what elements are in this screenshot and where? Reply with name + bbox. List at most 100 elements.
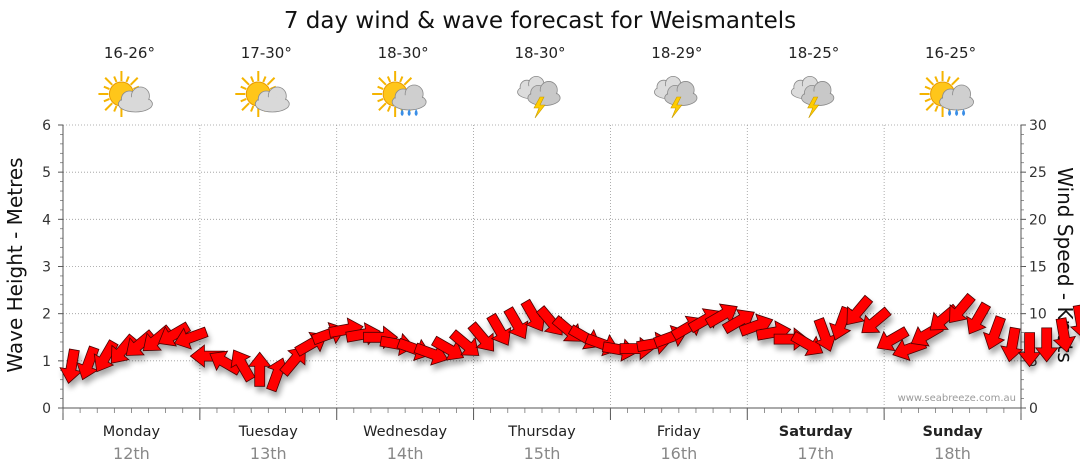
sun-ray bbox=[129, 77, 139, 86]
lightning-bolt bbox=[533, 96, 546, 119]
right-tick-label: 30 bbox=[1029, 118, 1047, 134]
sun-ray bbox=[946, 76, 951, 83]
watermark: www.seabreeze.com.au bbox=[898, 393, 1016, 404]
cloud-fill bbox=[119, 97, 152, 111]
left-tick-label: 6 bbox=[42, 118, 51, 134]
wind-arrow bbox=[467, 321, 495, 352]
sun-ray bbox=[925, 77, 935, 86]
thunderstorm-icon bbox=[654, 75, 698, 119]
wind-arrow bbox=[829, 305, 853, 341]
chart-title: 7 day wind & wave forecast for Weismante… bbox=[284, 8, 796, 34]
cloud-shape bbox=[118, 86, 153, 113]
left-tick-label: 4 bbox=[42, 212, 51, 228]
partly-cloudy-icon bbox=[98, 71, 153, 117]
right-tick-label: 10 bbox=[1029, 307, 1047, 323]
wind-arrow bbox=[486, 312, 512, 346]
sun-ray bbox=[241, 102, 250, 111]
wind-arrow bbox=[966, 301, 992, 335]
wind-arrow bbox=[1052, 317, 1077, 353]
sun-ray bbox=[934, 76, 939, 83]
wind-arrow bbox=[503, 306, 529, 340]
day-date: 18th bbox=[934, 444, 971, 463]
cloud-fill bbox=[940, 95, 973, 109]
cloud-shape bbox=[254, 86, 290, 113]
day-name: Wednesday bbox=[363, 424, 447, 440]
wind-arrow bbox=[861, 306, 892, 334]
temperature-range: 18-30° bbox=[378, 44, 429, 62]
sun-ray bbox=[377, 98, 384, 103]
sun-ray bbox=[103, 98, 110, 103]
left-axis-label: Wave Height - Metres bbox=[3, 157, 27, 372]
sun-ray bbox=[113, 105, 118, 112]
cloud-shape bbox=[527, 81, 561, 107]
sun-ray bbox=[240, 98, 247, 103]
sun-ray bbox=[113, 76, 118, 83]
cloud-shape bbox=[801, 81, 835, 107]
sun-ray bbox=[386, 76, 392, 83]
sun-ray bbox=[240, 85, 247, 90]
day-name: Sunday bbox=[922, 424, 983, 440]
day-name: Monday bbox=[103, 424, 161, 440]
day-date: 17th bbox=[797, 444, 834, 463]
sun-ray bbox=[924, 98, 931, 103]
sun-ray bbox=[266, 77, 276, 86]
sun-cloud-rain-icon bbox=[919, 71, 974, 117]
lightning-bolt bbox=[807, 96, 820, 119]
wind-arrow bbox=[876, 326, 910, 352]
day-labels: Monday 12th Tuesday 13th Wednesday 14th Thursd… bbox=[103, 424, 983, 463]
temperature-range: 17-30° bbox=[241, 44, 292, 62]
sun-cloud-rain-icon bbox=[372, 71, 427, 117]
rain-drop bbox=[955, 109, 959, 116]
left-tick-label: 3 bbox=[42, 260, 51, 276]
thunderstorm-icon bbox=[790, 75, 835, 119]
sun-ray bbox=[262, 76, 267, 83]
partly-cloudy-icon bbox=[235, 71, 290, 117]
cloud-fill bbox=[393, 95, 426, 109]
wind-arrow bbox=[846, 294, 874, 326]
cloud-fill bbox=[665, 91, 697, 105]
temperature-range: 18-29° bbox=[651, 44, 702, 62]
temperature-range: 18-25° bbox=[788, 44, 839, 62]
rain-drop bbox=[414, 109, 418, 116]
temperature-range: 16-25° bbox=[925, 44, 976, 62]
wind-arrow bbox=[687, 308, 721, 334]
day-name: Saturday bbox=[779, 424, 853, 440]
cloud-fill bbox=[528, 91, 560, 105]
sun-ray bbox=[104, 77, 113, 86]
sun-ray bbox=[241, 77, 250, 86]
rain-drop bbox=[407, 109, 411, 116]
lightning-bolt bbox=[670, 96, 683, 119]
day-date: 15th bbox=[524, 444, 561, 463]
temperature-range: 16-26° bbox=[104, 44, 155, 62]
thunderstorm-icon bbox=[517, 75, 561, 119]
rain-drop bbox=[948, 109, 952, 116]
wind-arrow bbox=[247, 351, 272, 387]
temperature-range: 18-30° bbox=[514, 44, 565, 62]
wind-arrow bbox=[448, 329, 480, 356]
wind-arrow bbox=[1069, 304, 1080, 340]
wind-arrow bbox=[158, 321, 192, 347]
left-tick-label: 0 bbox=[42, 401, 51, 417]
day-name: Tuesday bbox=[238, 424, 298, 440]
sun-ray bbox=[378, 102, 387, 111]
wind-arrow bbox=[949, 292, 976, 324]
wind-arrow bbox=[982, 315, 1006, 351]
right-tick-label: 25 bbox=[1029, 165, 1047, 181]
sun-ray bbox=[925, 102, 935, 111]
left-tick-label: 1 bbox=[42, 354, 51, 370]
left-tick-label: 5 bbox=[42, 165, 51, 181]
sun-ray bbox=[377, 85, 384, 90]
day-name: Thursday bbox=[507, 424, 576, 440]
day-date: 14th bbox=[387, 444, 424, 463]
right-tick-label: 15 bbox=[1029, 260, 1047, 276]
sun-ray bbox=[250, 105, 255, 112]
right-tick-label: 20 bbox=[1029, 212, 1047, 228]
sun-ray bbox=[250, 76, 255, 83]
cloud-fill bbox=[256, 97, 289, 111]
sun-ray bbox=[399, 76, 404, 83]
sun-ray bbox=[924, 85, 931, 90]
rain-drop bbox=[400, 109, 404, 116]
wind-arrow bbox=[1000, 326, 1024, 363]
sun-ray bbox=[378, 77, 387, 86]
